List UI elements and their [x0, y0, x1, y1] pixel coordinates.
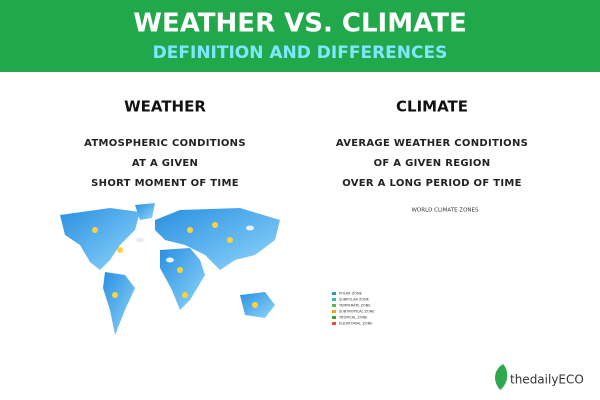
weather-map	[60, 203, 280, 335]
legend-label: SUBPOLAR ZONE	[339, 298, 369, 302]
logo-text: thedailyECO	[510, 373, 584, 387]
weather-icons	[92, 222, 258, 308]
logo-leaf	[494, 364, 508, 390]
climate-heading: CLIMATE	[396, 98, 468, 116]
legend-label: TEMPERATE ZONE	[338, 304, 371, 308]
subtitle: DEFINITION AND DIFFERENCES	[153, 43, 448, 63]
climate-definition: AVERAGE WEATHER CONDITIONS	[336, 138, 528, 149]
climate-definition: OF A GIVEN REGION	[374, 158, 491, 169]
legend-swatch	[332, 292, 336, 295]
weather-definition: ATMOSPHERIC CONDITIONS	[84, 138, 246, 149]
climate-definition: OVER A LONG PERIOD OF TIME	[342, 178, 522, 189]
legend-swatch	[332, 316, 336, 319]
legend-label: SUBTROPICAL ZONE	[339, 310, 375, 314]
legend-label: TROPICAL ZONE	[338, 316, 367, 320]
title: WEATHER VS. CLIMATE	[133, 9, 466, 39]
weather-definition: SHORT MOMENT OF TIME	[91, 178, 239, 189]
header-band	[0, 0, 600, 72]
climate-legend: POLAR ZONE SUBPOLAR ZONE TEMPERATE ZONE …	[332, 292, 375, 326]
legend-label: POLAR ZONE	[339, 292, 362, 296]
map-title: WORLD CLIMATE ZONES	[411, 208, 479, 214]
legend-swatch	[332, 310, 336, 313]
legend-swatch	[332, 304, 336, 307]
weather-definition: AT A GIVEN	[132, 158, 198, 169]
logo: thedailyECO	[494, 364, 584, 390]
cloud-icons	[136, 225, 254, 263]
weather-heading: WEATHER	[124, 98, 206, 116]
legend-label: EQUATORIAL ZONE	[339, 322, 372, 326]
legend-swatch	[332, 322, 336, 325]
climate-map	[347, 220, 557, 347]
legend-swatch	[332, 298, 336, 301]
